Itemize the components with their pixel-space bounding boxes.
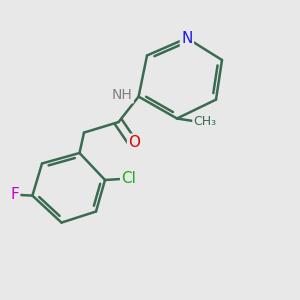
Text: Cl: Cl (122, 171, 136, 186)
Text: CH₃: CH₃ (194, 115, 217, 128)
Text: NH: NH (112, 88, 133, 102)
Text: N: N (181, 31, 193, 46)
Text: O: O (128, 135, 140, 150)
Text: F: F (10, 187, 19, 202)
